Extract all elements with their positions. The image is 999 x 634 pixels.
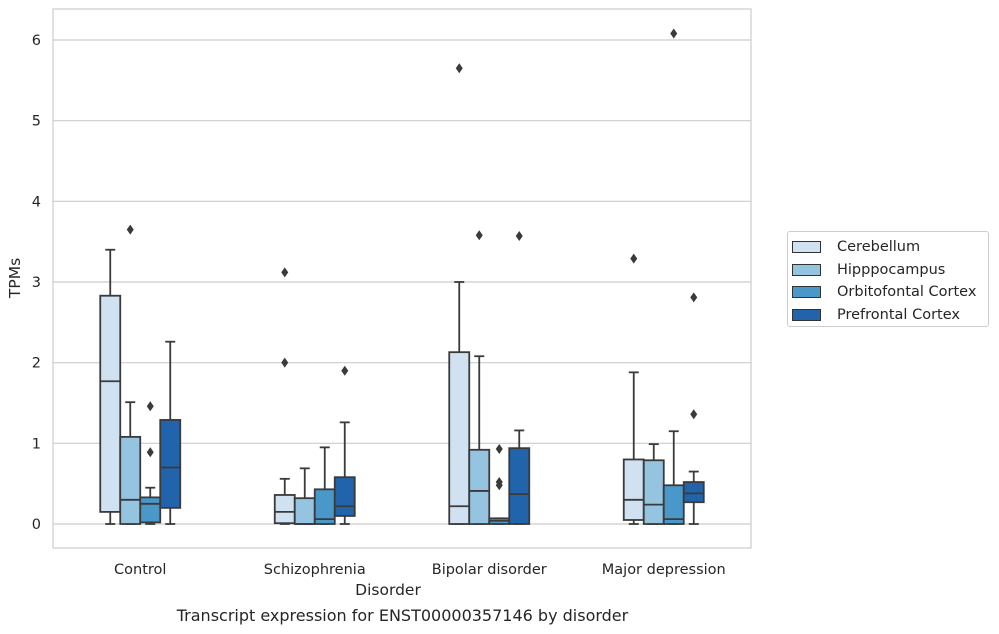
x-axis-label: Disorder [355, 581, 421, 599]
legend-label: Prefrontal Cortex [837, 306, 960, 323]
box-hipppocampus [642, 443, 665, 525]
box [468, 448, 491, 525]
box-orbitofontal-cortex [139, 401, 162, 525]
legend: Cerebellum Hipppocampus Orbitofontal Cor… [787, 231, 989, 327]
outlier-point [495, 477, 503, 488]
y-axis-label: TPMs [6, 258, 24, 299]
x-tick-label: Major depression [602, 562, 726, 578]
box-orbitofontal-cortex [313, 446, 336, 525]
box-prefrontal-cortex [508, 231, 531, 525]
outlier-point [126, 224, 134, 235]
box-prefrontal-cortex [159, 340, 182, 525]
legend-item: Hipppocampus [792, 259, 988, 282]
outlier-point [690, 409, 698, 420]
x-tick-labels: Control Schizophrenia Bipolar disorder Majo… [114, 562, 726, 578]
outlier-point [146, 401, 154, 412]
plot-frame [52, 8, 752, 549]
outlier-point [281, 267, 289, 278]
x-tick-label: Schizophrenia [264, 562, 366, 578]
box [159, 419, 182, 509]
legend-swatch-cerebellum [792, 241, 821, 254]
box [682, 481, 705, 504]
legend-item: Orbitofontal Cortex [792, 281, 988, 304]
outlier-point [455, 63, 463, 74]
box-prefrontal-cortex [682, 292, 705, 525]
legend-label: Orbitofontal Cortex [837, 284, 977, 301]
chart-caption: Transcript expression for ENST0000035714… [176, 606, 629, 625]
box-prefrontal-cortex [333, 365, 356, 525]
y-tick-label: 4 [32, 194, 41, 210]
y-tick-label: 3 [32, 275, 41, 291]
box [622, 458, 645, 521]
box [119, 435, 142, 525]
y-tick-label: 0 [32, 517, 41, 533]
box-cerebellum [448, 63, 471, 525]
box [662, 484, 685, 525]
outlier-point [281, 357, 289, 368]
box [508, 447, 531, 525]
outlier-point [341, 365, 349, 376]
box-cerebellum [99, 248, 122, 525]
x-tick-label: Bipolar disorder [432, 562, 547, 578]
box [99, 294, 122, 513]
outlier-point [690, 292, 698, 303]
box-groups [99, 28, 705, 525]
box-hipppocampus [119, 224, 142, 525]
legend-swatch-hippocampus [792, 263, 821, 276]
outlier-point [146, 447, 154, 458]
x-tick-label: Control [114, 562, 166, 578]
outlier-point [495, 443, 503, 454]
box [642, 459, 665, 525]
box-orbitofontal-cortex [662, 28, 685, 525]
box [293, 497, 316, 525]
y-tick-label: 2 [32, 356, 41, 372]
legend-label: Cerebellum [837, 239, 921, 256]
y-tick-label: 5 [32, 114, 41, 130]
grid-lines [53, 39, 751, 525]
box [139, 496, 162, 524]
outlier-point [475, 230, 483, 241]
legend-label: Hipppocampus [837, 261, 946, 278]
outlier-point [670, 28, 678, 39]
box-orbitofontal-cortex [488, 443, 511, 525]
outlier-point [515, 231, 523, 242]
box [333, 476, 356, 517]
legend-item: Cerebellum [792, 236, 988, 259]
box [273, 494, 296, 525]
box-cerebellum [273, 267, 296, 525]
outlier-point [630, 253, 638, 264]
box-cerebellum [622, 253, 645, 525]
y-tick-label: 6 [32, 33, 41, 49]
box-hipppocampus [468, 230, 491, 525]
box-hipppocampus [293, 467, 316, 525]
box [448, 351, 471, 525]
legend-item: Prefrontal Cortex [792, 304, 988, 327]
y-tick-label: 1 [32, 436, 41, 452]
y-tick-labels: 0 1 2 3 4 5 6 [32, 33, 41, 533]
legend-swatch-orbitofrontal [792, 286, 821, 299]
legend-swatch-prefrontal [792, 308, 821, 321]
